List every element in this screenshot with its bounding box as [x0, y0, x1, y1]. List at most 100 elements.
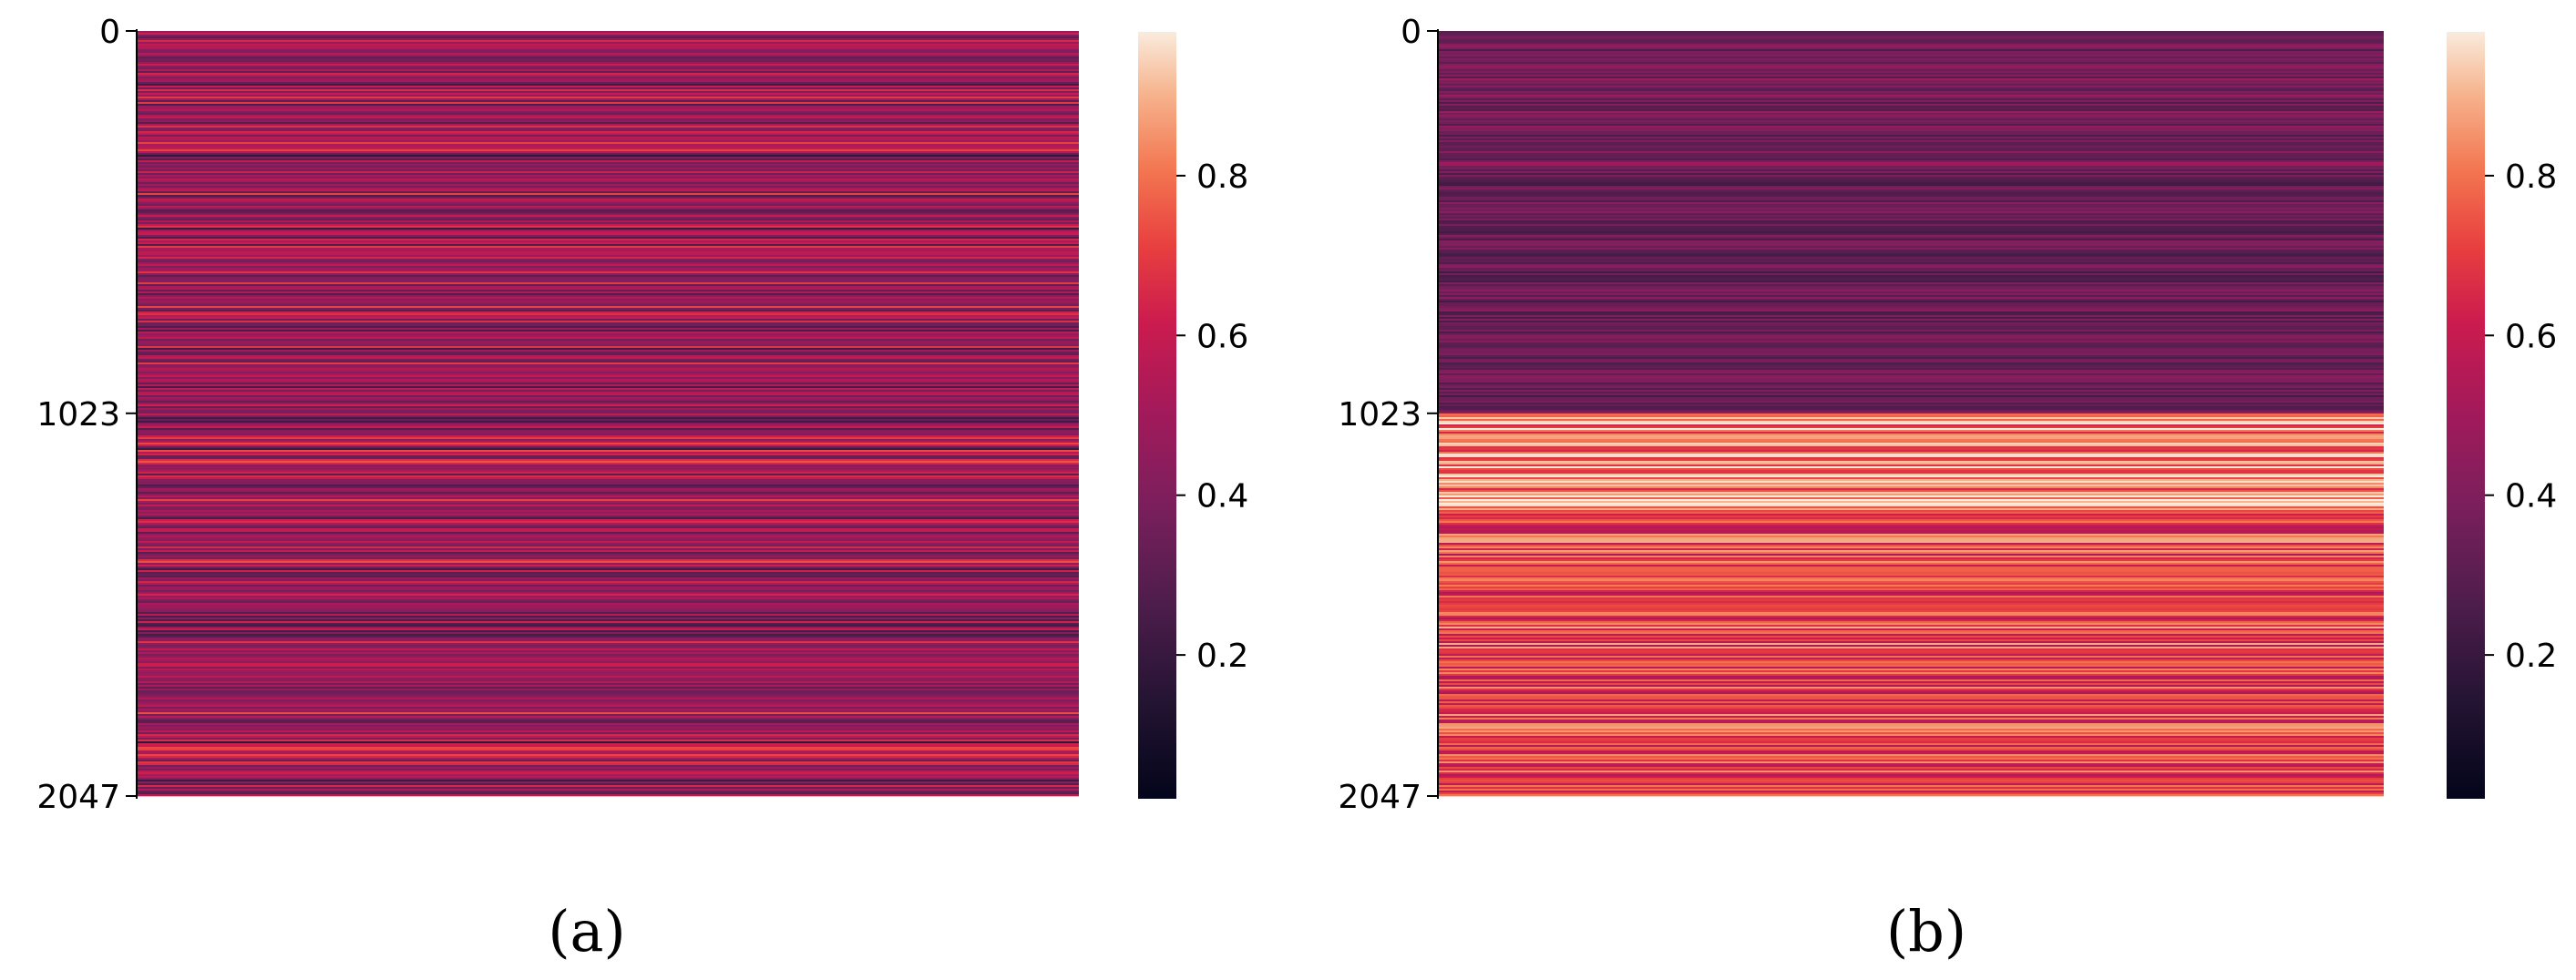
heatmap-a-row	[137, 148, 1079, 150]
heatmap-b-row	[1438, 534, 2384, 536]
heatmap-b-row	[1438, 612, 2384, 615]
heatmap-b-row	[1438, 745, 2384, 748]
heatmap-a-row	[137, 767, 1079, 770]
heatmap-a-row	[137, 470, 1079, 473]
heatmap-b-row	[1438, 627, 2384, 629]
heatmap-b-row	[1438, 658, 2384, 660]
heatmap-a-row	[137, 545, 1079, 547]
heatmap-b-row	[1438, 468, 2384, 471]
heatmap-a-row	[137, 281, 1079, 283]
heatmap-a-row	[137, 492, 1079, 495]
heatmap-b-row	[1438, 470, 2384, 473]
heatmap-a-row	[137, 253, 1079, 256]
heatmap-a-row	[137, 574, 1079, 577]
heatmap-b-row	[1438, 175, 2384, 178]
heatmap-a-row	[137, 614, 1079, 617]
heatmap-b-row	[1438, 168, 2384, 170]
heatmap-a-row	[137, 219, 1079, 221]
heatmap-b-row	[1438, 388, 2384, 391]
heatmap-b-row	[1438, 279, 2384, 281]
heatmap-a-row	[137, 417, 1079, 420]
heatmap-a-row	[137, 381, 1079, 383]
heatmap-b-row	[1438, 665, 2384, 668]
heatmap-a-row	[137, 206, 1079, 209]
heatmap-a-row	[137, 146, 1079, 148]
heatmap-b-row	[1438, 630, 2384, 633]
heatmap-a-row	[137, 745, 1079, 748]
heatmap-a-row	[137, 727, 1079, 730]
heatmap-b-row	[1438, 607, 2384, 609]
heatmap-a-row	[137, 379, 1079, 382]
heatmap-b-row	[1438, 135, 2384, 138]
heatmap-a-row	[137, 342, 1079, 345]
heatmap-b-row	[1438, 587, 2384, 589]
heatmap-b-row	[1438, 364, 2384, 367]
heatmap-b-row	[1438, 55, 2384, 57]
heatmap-b-row	[1438, 231, 2384, 234]
heatmap-b-row	[1438, 341, 2384, 343]
heatmap-a-row	[137, 563, 1079, 566]
heatmap-b-row	[1438, 291, 2384, 294]
panel-a-ytick-label: 2047	[36, 779, 120, 816]
heatmap-b-row	[1438, 262, 2384, 265]
heatmap-b-row	[1438, 749, 2384, 751]
heatmap-b-row	[1438, 126, 2384, 128]
heatmap-a-row	[137, 699, 1079, 702]
heatmap-b-row	[1438, 791, 2384, 793]
heatmap-a-row	[137, 47, 1079, 50]
heatmap-a-row	[137, 552, 1079, 555]
heatmap-b-row	[1438, 559, 2384, 562]
heatmap-a-row	[137, 650, 1079, 653]
heatmap-a-row	[137, 523, 1079, 526]
heatmap-a-row	[137, 113, 1079, 116]
heatmap-b-row	[1438, 186, 2384, 189]
heatmap-b-row	[1438, 479, 2384, 482]
heatmap-a-row	[137, 561, 1079, 564]
heatmap-b-row	[1438, 501, 2384, 504]
heatmap-a-row	[137, 443, 1079, 445]
heatmap-b-row	[1438, 516, 2384, 518]
heatmap-a-row	[137, 106, 1079, 108]
heatmap-b-row	[1438, 769, 2384, 771]
heatmap-b-row	[1438, 747, 2384, 750]
heatmap-a-row	[137, 62, 1079, 65]
heatmap-a-row	[137, 721, 1079, 724]
heatmap-b-row	[1438, 444, 2384, 447]
heatmap-a-row	[137, 286, 1079, 289]
heatmap-a-row	[137, 36, 1079, 39]
panel-b-colorbar-tick-label: 0.4	[2505, 478, 2557, 516]
heatmap-a-row	[137, 481, 1079, 484]
heatmap-a-row	[137, 117, 1079, 119]
heatmap-b-row	[1438, 550, 2384, 553]
heatmap-b-row	[1438, 654, 2384, 657]
heatmap-a-row	[137, 158, 1079, 161]
heatmap-a-row	[137, 610, 1079, 613]
heatmap-b-row	[1438, 211, 2384, 214]
panel-b-colorbar-tick-label: 0.8	[2505, 158, 2557, 196]
heatmap-b-row	[1438, 579, 2384, 582]
heatmap-a-row	[137, 763, 1079, 766]
panel-a: 0 1023 2047 0.2 0.4 0.6 0.8 (a)	[36, 14, 1248, 965]
heatmap-a-row	[137, 160, 1079, 163]
heatmap-a-row	[137, 133, 1079, 136]
heatmap-b-row	[1438, 474, 2384, 476]
heatmap-a-row	[137, 486, 1079, 489]
heatmap-a-row	[137, 625, 1079, 628]
heatmap-b-row	[1438, 494, 2384, 496]
heatmap-a-row	[137, 38, 1079, 41]
heatmap-b-row	[1438, 113, 2384, 116]
heatmap-b-row	[1438, 204, 2384, 207]
heatmap-a-row	[137, 228, 1079, 230]
heatmap-a-row	[137, 423, 1079, 425]
heatmap-b-row	[1438, 188, 2384, 190]
heatmap-a-row	[137, 565, 1079, 567]
heatmap-b-row	[1438, 443, 2384, 445]
heatmap-a-row	[137, 787, 1079, 790]
heatmap-b-row	[1438, 541, 2384, 544]
heatmap-b-row	[1438, 694, 2384, 697]
heatmap-b-row	[1438, 778, 2384, 781]
heatmap-b-row	[1438, 189, 2384, 192]
heatmap-a-row	[137, 383, 1079, 385]
heatmap-a-row	[137, 534, 1079, 536]
heatmap-a-row	[137, 548, 1079, 551]
